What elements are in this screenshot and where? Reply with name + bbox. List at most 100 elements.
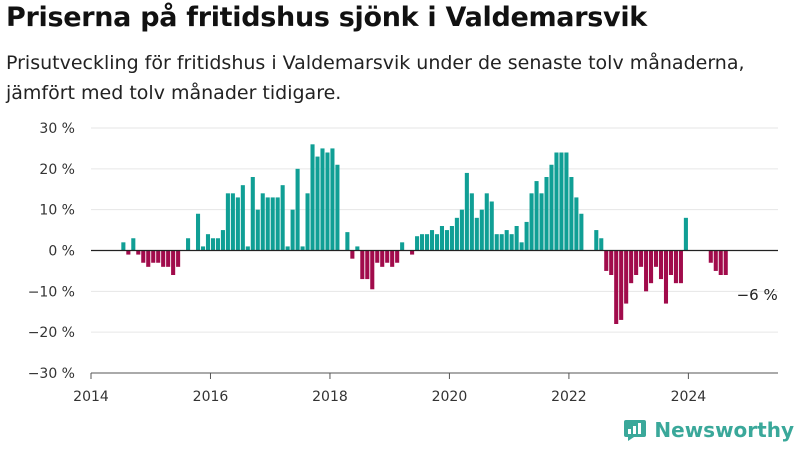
bar xyxy=(230,193,235,251)
bar xyxy=(121,242,126,251)
bar xyxy=(609,250,614,275)
bar xyxy=(529,193,534,251)
bar xyxy=(444,230,449,251)
bar xyxy=(614,250,619,324)
bar xyxy=(260,193,265,251)
bar xyxy=(365,250,370,280)
bar-series xyxy=(121,144,728,324)
bar xyxy=(663,250,669,304)
bar xyxy=(579,213,584,251)
y-tick-label: 10 % xyxy=(39,203,75,219)
bar xyxy=(415,236,420,251)
bar xyxy=(668,250,674,275)
bar xyxy=(723,250,728,275)
bar xyxy=(619,250,624,320)
latest-value-annotation: −6 % xyxy=(737,286,778,304)
bar xyxy=(220,230,225,251)
bar xyxy=(449,226,454,251)
bar xyxy=(290,209,295,251)
bar xyxy=(161,250,166,267)
bar xyxy=(604,250,609,271)
bar xyxy=(439,226,445,251)
axes: 30 % 20 % 10 % 0 % −10 % −20 % −30 % 2014 2016 20… xyxy=(28,121,778,405)
bar xyxy=(195,213,201,251)
bar xyxy=(464,172,469,251)
bar xyxy=(330,148,335,251)
y-tick-label: −10 % xyxy=(28,284,75,300)
x-tick-label: 2018 xyxy=(312,389,348,405)
bar xyxy=(131,238,136,251)
y-tick-label: −20 % xyxy=(28,325,75,341)
bar xyxy=(325,152,330,251)
bar xyxy=(215,238,220,251)
brand-logo: Newsworthy xyxy=(623,416,794,444)
bar xyxy=(210,238,216,251)
x-tick-label: 2014 xyxy=(73,389,109,405)
bar xyxy=(474,217,479,251)
bar xyxy=(559,152,564,251)
bar xyxy=(380,250,385,267)
bar xyxy=(718,250,723,275)
bar xyxy=(494,234,499,251)
bar xyxy=(370,250,375,290)
bar xyxy=(519,242,524,251)
bar xyxy=(200,246,206,251)
bar xyxy=(335,164,340,251)
bar xyxy=(270,197,275,251)
bar xyxy=(265,197,270,251)
bar xyxy=(544,177,549,251)
bar xyxy=(320,148,325,251)
bar xyxy=(250,177,255,251)
bar xyxy=(141,250,146,263)
bar xyxy=(390,250,395,267)
bar xyxy=(280,185,285,251)
chart-title: Priserna på fritidshus sjönk i Valdemars… xyxy=(6,2,647,33)
bar xyxy=(524,221,529,251)
bar xyxy=(569,177,574,251)
bar xyxy=(136,250,141,255)
bar xyxy=(708,250,713,263)
bar xyxy=(678,250,683,284)
bar xyxy=(171,250,176,275)
bar xyxy=(146,250,151,267)
bar xyxy=(225,193,230,251)
bar xyxy=(549,164,554,251)
y-tick-label: 0 % xyxy=(48,244,75,260)
bar xyxy=(245,246,250,251)
bar xyxy=(255,209,260,251)
bar xyxy=(514,226,519,251)
x-tick-label: 2024 xyxy=(671,389,707,405)
bar xyxy=(400,242,405,251)
bar xyxy=(534,181,539,251)
bar xyxy=(240,185,245,251)
bar xyxy=(205,234,211,251)
bar xyxy=(594,230,599,251)
bar xyxy=(599,238,604,251)
bar xyxy=(355,246,360,251)
bar xyxy=(295,168,300,251)
bar xyxy=(459,209,464,251)
bar xyxy=(186,238,191,251)
brand-name: Newsworthy xyxy=(654,418,794,442)
bar xyxy=(469,193,474,251)
bar xyxy=(395,250,400,263)
bar xyxy=(489,201,494,251)
bar xyxy=(166,250,171,267)
bar xyxy=(345,232,350,251)
bar xyxy=(151,250,156,263)
bar xyxy=(683,217,688,251)
bar xyxy=(420,234,425,251)
bar xyxy=(649,250,654,284)
bar xyxy=(454,217,459,251)
bar xyxy=(509,234,514,251)
bar xyxy=(644,250,649,292)
bar xyxy=(634,250,639,275)
bar xyxy=(305,193,310,251)
bar xyxy=(235,197,240,251)
bar xyxy=(375,250,380,263)
bar xyxy=(275,197,280,251)
bar xyxy=(624,250,629,304)
bar xyxy=(126,250,131,255)
bar xyxy=(300,246,305,251)
y-tick-label: 20 % xyxy=(39,162,75,178)
